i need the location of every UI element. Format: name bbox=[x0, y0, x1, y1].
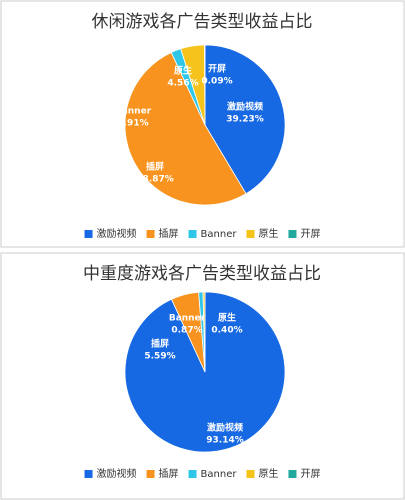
slice-category: 激励视频 bbox=[207, 422, 243, 434]
legend-swatch bbox=[188, 230, 197, 238]
slice-value: 5.59% bbox=[144, 352, 175, 362]
slice-value: 39.23% bbox=[226, 115, 264, 125]
slice-value: 0.40% bbox=[211, 326, 242, 336]
legend-swatch bbox=[288, 470, 297, 478]
legend: 激励视频 插屏 Banner 原生 开屏 bbox=[84, 467, 320, 480]
slice-value: 48.87% bbox=[136, 175, 174, 185]
slice-value: 4.56% bbox=[167, 79, 198, 89]
slice-category: 插屏 bbox=[146, 161, 164, 173]
legend-label: 激励视频 bbox=[97, 227, 137, 240]
chart-title: 休闲游戏各广告类型收益占比 bbox=[92, 12, 313, 32]
slice-category: 激励视频 bbox=[227, 101, 263, 113]
legend-label: Banner bbox=[201, 469, 238, 480]
pie-slice bbox=[124, 51, 247, 206]
legend-swatch bbox=[246, 230, 255, 238]
legend-label: 原生 bbox=[258, 227, 278, 240]
legend-swatch bbox=[146, 470, 155, 478]
legend-label: Banner bbox=[201, 229, 238, 240]
legend-swatch bbox=[246, 470, 255, 478]
pie-slice bbox=[204, 44, 286, 195]
legend-swatch bbox=[84, 470, 93, 478]
chart-title: 中重度游戏各广告类型收益占比 bbox=[83, 264, 321, 284]
legend-label: 开屏 bbox=[300, 468, 320, 480]
slice-category: Banner bbox=[115, 107, 152, 117]
legend: 激励视频 插屏 Banner 原生 开屏 bbox=[84, 227, 320, 240]
slice-category: 插屏 bbox=[151, 338, 169, 350]
legend-swatch bbox=[288, 230, 297, 238]
legend-label: 插屏 bbox=[159, 227, 179, 240]
slice-category: 原生 bbox=[218, 312, 236, 324]
legend-swatch bbox=[84, 230, 93, 238]
legend-label: 原生 bbox=[258, 467, 278, 480]
slice-value: 93.14% bbox=[206, 436, 244, 446]
slice-category: 原生 bbox=[174, 65, 192, 77]
slice-value: 0.09% bbox=[201, 77, 232, 87]
legend-swatch bbox=[146, 230, 155, 238]
legend-label: 激励视频 bbox=[97, 467, 137, 480]
slice-value: 0.87% bbox=[171, 326, 202, 336]
legend-swatch bbox=[188, 470, 197, 478]
slice-value: 1.91% bbox=[117, 119, 148, 129]
slice-category: 开屏 bbox=[208, 64, 226, 75]
legend-label: 插屏 bbox=[159, 467, 179, 480]
legend-label: 开屏 bbox=[300, 228, 320, 240]
slice-category: Banner bbox=[169, 314, 206, 324]
